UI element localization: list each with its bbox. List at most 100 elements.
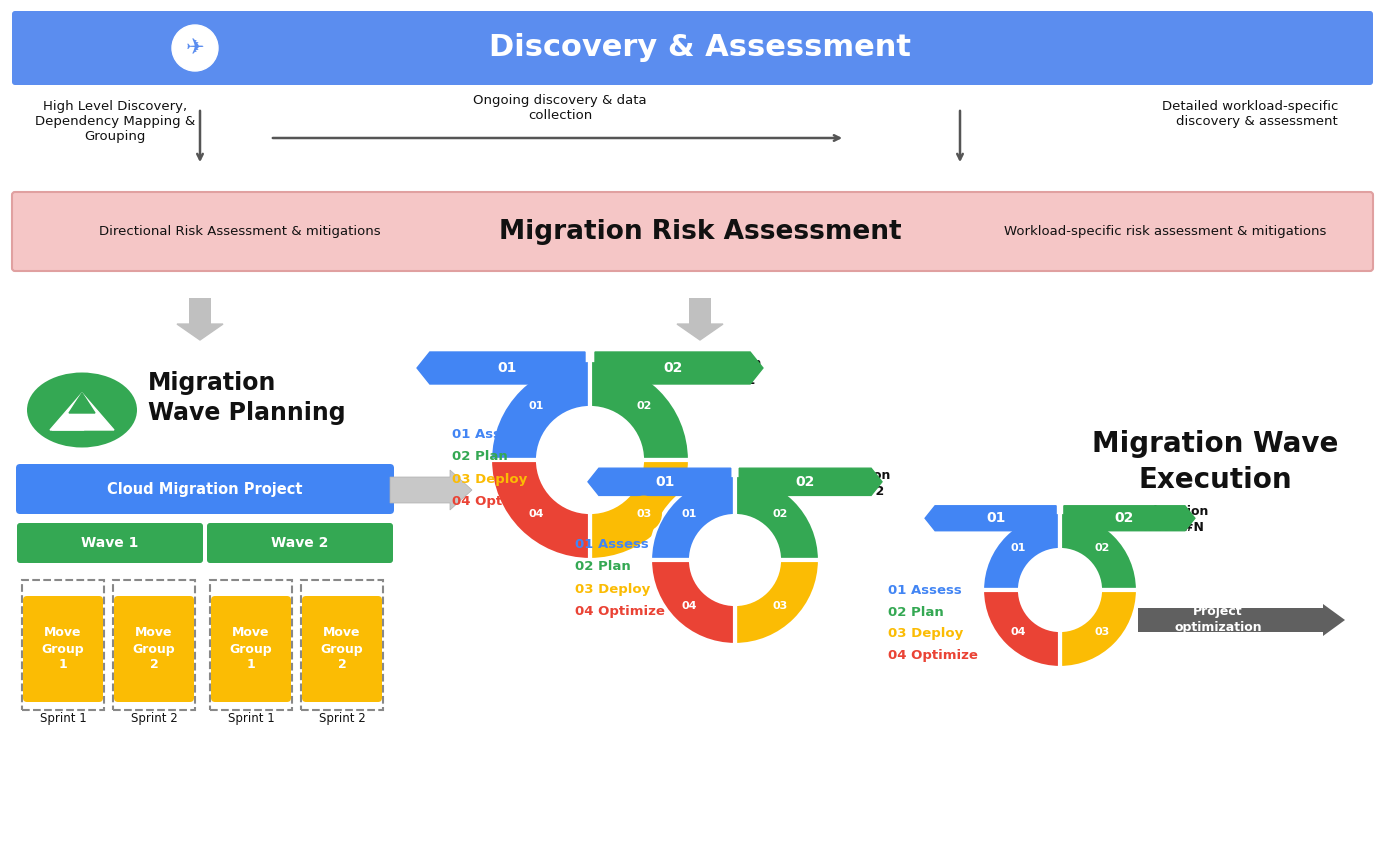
Text: Migration Risk Assessment: Migration Risk Assessment (499, 219, 902, 245)
Polygon shape (925, 506, 1057, 531)
Wedge shape (650, 475, 735, 560)
Text: 01 Assess: 01 Assess (575, 539, 648, 551)
Text: 04: 04 (681, 600, 697, 610)
Text: Discovery & Assessment: Discovery & Assessment (489, 33, 911, 62)
Circle shape (626, 496, 661, 531)
Text: 01 Assess: 01 Assess (888, 583, 961, 597)
Text: 02: 02 (636, 401, 651, 411)
Text: 01: 01 (1011, 543, 1026, 553)
Wedge shape (735, 475, 820, 560)
Text: 04 Optimize: 04 Optimize (888, 650, 978, 663)
Text: 01: 01 (497, 361, 517, 375)
Polygon shape (69, 393, 96, 413)
FancyArrow shape (1138, 604, 1345, 636)
Text: 02: 02 (773, 510, 788, 519)
Wedge shape (1060, 590, 1138, 668)
FancyBboxPatch shape (17, 523, 204, 563)
Text: Wave 2: Wave 2 (271, 536, 328, 550)
Circle shape (1004, 618, 1032, 646)
Text: Move
Group
2: Move Group 2 (321, 627, 363, 671)
Circle shape (1021, 551, 1100, 629)
FancyBboxPatch shape (17, 464, 393, 514)
Text: 03: 03 (636, 509, 651, 519)
Text: 04: 04 (529, 509, 544, 519)
Circle shape (766, 591, 795, 621)
Wedge shape (735, 560, 820, 645)
Ellipse shape (26, 373, 137, 447)
FancyBboxPatch shape (24, 596, 102, 702)
Text: High Level Discovery,
Dependency Mapping &
Grouping: High Level Discovery, Dependency Mapping… (35, 100, 195, 143)
Circle shape (766, 499, 795, 529)
Text: 02 Plan: 02 Plan (452, 451, 508, 463)
Wedge shape (1060, 512, 1138, 590)
Text: Cloud Migration Project: Cloud Migration Project (107, 481, 303, 497)
Text: Move
Group
1: Move Group 1 (42, 627, 84, 671)
Circle shape (1089, 534, 1115, 562)
Text: 01: 01 (655, 475, 674, 489)
Text: 03 Deploy: 03 Deploy (888, 628, 963, 640)
FancyBboxPatch shape (12, 192, 1373, 271)
Text: 04 Optimize: 04 Optimize (452, 494, 542, 508)
Text: Directional Risk Assessment & mitigations: Directional Risk Assessment & mitigation… (100, 226, 381, 239)
Text: Ongoing discovery & data
collection: Ongoing discovery & data collection (474, 94, 647, 122)
Text: Project
optimization: Project optimization (1174, 605, 1262, 634)
Polygon shape (177, 324, 223, 340)
Circle shape (539, 409, 641, 511)
Polygon shape (417, 352, 584, 384)
Polygon shape (53, 410, 84, 430)
Text: Sprint 2: Sprint 2 (319, 712, 366, 725)
FancyBboxPatch shape (12, 11, 1373, 85)
Circle shape (519, 389, 554, 424)
FancyBboxPatch shape (302, 596, 382, 702)
Polygon shape (740, 469, 882, 495)
Text: Move
Group
1: Move Group 1 (230, 627, 273, 671)
Polygon shape (50, 393, 114, 430)
Circle shape (626, 389, 661, 424)
Text: 01 Assess: 01 Assess (452, 428, 526, 441)
Polygon shape (1064, 506, 1195, 531)
Text: 04: 04 (1011, 627, 1026, 637)
Text: 02: 02 (795, 475, 814, 489)
Text: 01: 01 (529, 401, 544, 411)
Wedge shape (650, 560, 735, 645)
Text: Wave 1: Wave 1 (82, 536, 138, 550)
Text: Sprint 1: Sprint 1 (40, 712, 86, 725)
Polygon shape (589, 469, 731, 495)
Text: 02: 02 (1094, 543, 1109, 553)
Text: Migration
Wave Planning: Migration Wave Planning (148, 371, 346, 425)
Wedge shape (982, 512, 1060, 590)
Circle shape (1089, 618, 1115, 646)
Text: ✈: ✈ (186, 38, 205, 58)
Text: 02 Plan: 02 Plan (888, 605, 943, 618)
FancyBboxPatch shape (206, 523, 393, 563)
Circle shape (1004, 534, 1032, 562)
Polygon shape (677, 324, 723, 340)
Text: Workload-specific risk assessment & mitigations: Workload-specific risk assessment & miti… (1004, 226, 1327, 239)
Polygon shape (596, 352, 763, 384)
Circle shape (519, 496, 554, 531)
Text: Migration
wave #1: Migration wave #1 (695, 357, 762, 386)
FancyBboxPatch shape (211, 596, 291, 702)
Text: Move
Group
2: Move Group 2 (133, 627, 176, 671)
Text: Migration Wave
Execution: Migration Wave Execution (1091, 430, 1338, 493)
FancyArrow shape (391, 470, 472, 510)
Wedge shape (982, 590, 1060, 668)
Text: 03 Deploy: 03 Deploy (452, 473, 528, 486)
Wedge shape (590, 460, 690, 560)
Wedge shape (590, 360, 690, 460)
Circle shape (674, 591, 704, 621)
Text: Migration
wave #2: Migration wave #2 (824, 469, 892, 498)
Text: Sprint 1: Sprint 1 (227, 712, 274, 725)
Text: 02: 02 (1115, 511, 1134, 525)
Text: 03 Deploy: 03 Deploy (575, 582, 650, 595)
Text: 03: 03 (773, 600, 788, 610)
Circle shape (692, 517, 778, 603)
Text: Migration
wave #N: Migration wave #N (1141, 505, 1209, 534)
Wedge shape (490, 460, 590, 560)
Text: 04 Optimize: 04 Optimize (575, 604, 665, 617)
Text: 02 Plan: 02 Plan (575, 561, 630, 574)
Text: Sprint 2: Sprint 2 (130, 712, 177, 725)
Text: 01: 01 (986, 511, 1006, 525)
Text: Detailed workload-specific
discovery & assessment: Detailed workload-specific discovery & a… (1162, 100, 1338, 128)
Circle shape (172, 25, 217, 71)
